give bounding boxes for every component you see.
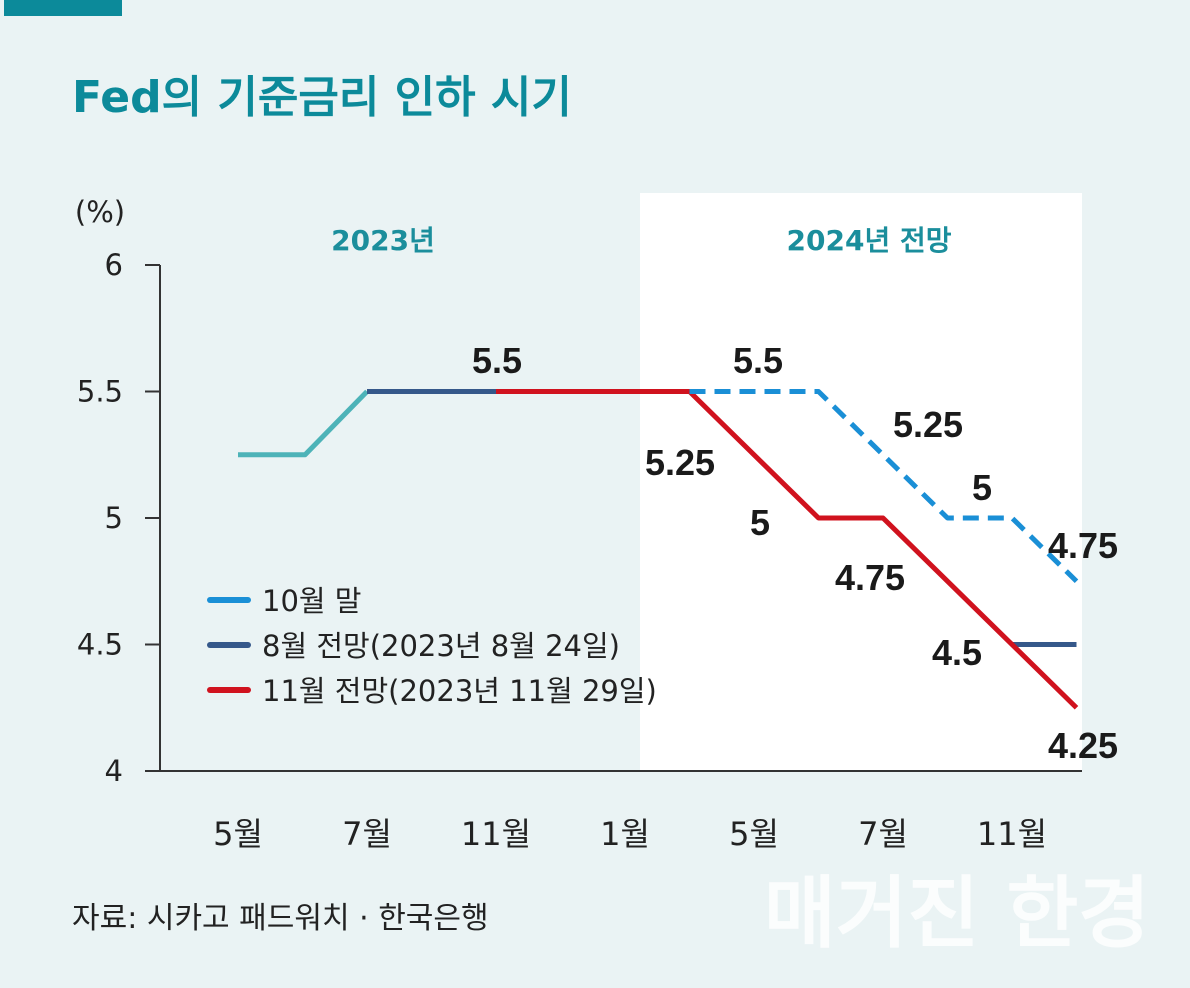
data-label: 5 [750, 502, 770, 543]
watermark-logo: 매거진 한경 [764, 868, 1150, 959]
data-label: 5.25 [645, 442, 715, 483]
data-label: 5.5 [472, 340, 522, 381]
data-label: 5.25 [893, 404, 963, 445]
data-label: 4.75 [1048, 525, 1118, 566]
x-tick-label: 7월 [858, 815, 908, 853]
data-label: 5 [972, 467, 992, 508]
y-tick-label: 4 [105, 754, 123, 788]
legend-label: 10월 말 [262, 584, 361, 618]
data-label: 5.5 [733, 340, 783, 381]
accent-bar [4, 0, 122, 16]
forecast-panel [640, 193, 1082, 771]
series-line [496, 389, 1079, 710]
source-note: 자료: 시카고 패드워치 · 한국은행 [72, 901, 489, 936]
legend-label: 11월 전망(2023년 11월 29일) [262, 674, 657, 708]
legend-label: 8월 전망(2023년 8월 24일) [262, 629, 620, 663]
y-tick-label: 5 [105, 501, 123, 535]
x-tick-label: 11월 [461, 815, 531, 853]
x-tick-label: 7월 [342, 815, 392, 853]
period-label-2023: 2023년 [331, 224, 435, 257]
x-tick-label: 11월 [977, 815, 1047, 853]
data-label: 4.25 [1048, 725, 1118, 766]
series-line [238, 389, 369, 458]
x-tick-label: 1월 [600, 815, 650, 853]
y-axis-unit: (%) [75, 195, 125, 229]
x-tick-label: 5월 [729, 815, 779, 853]
chart-title: Fed의 기준금리 인하 시기 [72, 72, 572, 123]
y-tick-label: 4.5 [77, 628, 123, 662]
data-label: 4.5 [932, 632, 982, 673]
period-label-2024: 2024년 전망 [787, 224, 952, 257]
y-tick-label: 6 [105, 248, 123, 282]
data-label: 4.75 [835, 557, 905, 598]
x-tick-label: 5월 [213, 815, 263, 853]
series-line [689, 389, 1079, 584]
y-tick-label: 5.5 [77, 375, 123, 409]
